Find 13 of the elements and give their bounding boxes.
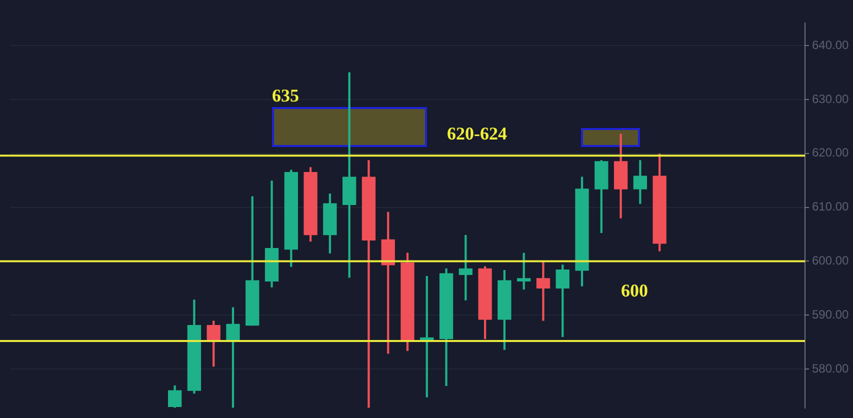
y-tick-label: 620.00 — [812, 146, 850, 160]
y-tick-label: 590.00 — [812, 307, 850, 322]
y-tick-label: 640.00 — [812, 38, 850, 52]
candlestick — [536, 261, 550, 321]
annotation: 620-624 — [447, 124, 507, 144]
candlestick — [342, 72, 356, 278]
y-tick-label: 580.00 — [812, 361, 850, 376]
y-tick-label: 630.00 — [812, 92, 850, 106]
annotation: 600 — [621, 280, 648, 301]
annotation: 635 — [272, 86, 299, 106]
candlestick — [458, 235, 472, 300]
y-tick-label: 600.00 — [812, 254, 850, 268]
y-tick-label: 610.00 — [812, 200, 850, 214]
